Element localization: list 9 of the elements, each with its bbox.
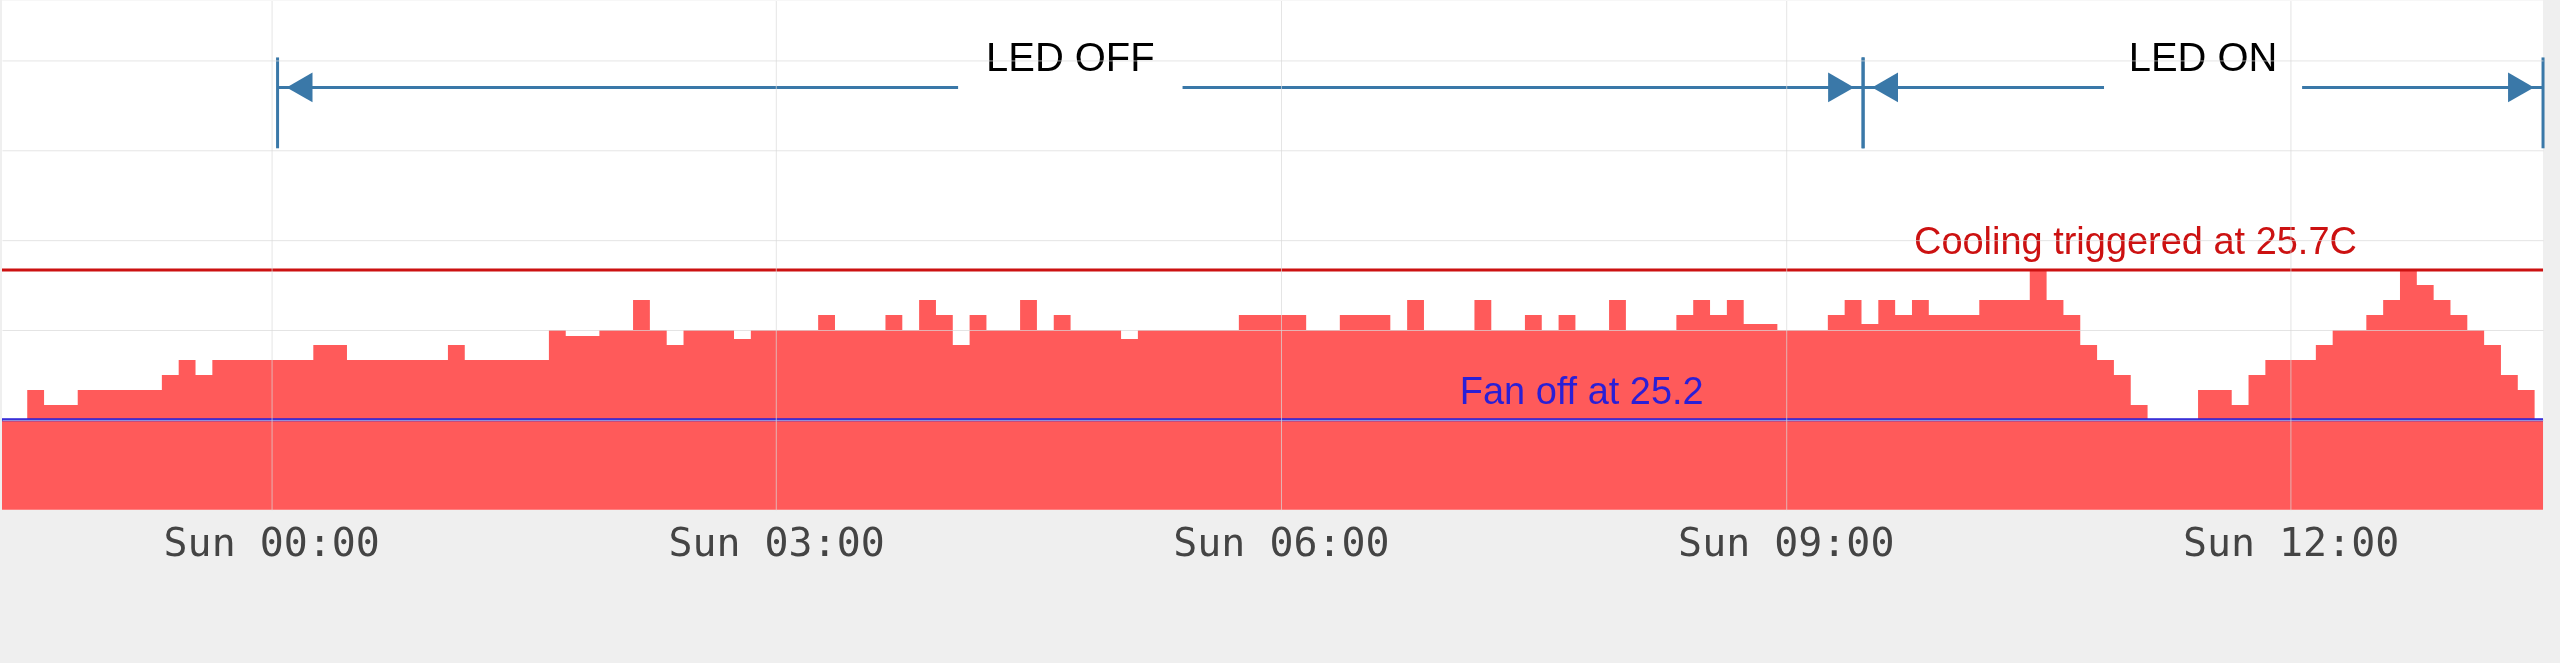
x-tick-label: Sun 09:00 bbox=[1678, 519, 1895, 566]
ref-line-label: Cooling triggered at 25.7C bbox=[1914, 220, 2357, 263]
annotation: LED OFF bbox=[986, 35, 1155, 80]
x-tick-label: Sun 03:00 bbox=[668, 519, 885, 566]
x-tick-label: Sun 06:00 bbox=[1173, 519, 1390, 566]
x-tick-label: Sun 12:00 bbox=[2182, 519, 2400, 566]
x-tick-label: Sun 00:00 bbox=[163, 519, 380, 566]
annotation: LED ON bbox=[2128, 35, 2278, 80]
ref-line-label: Fan off at 25.2 bbox=[1459, 369, 1704, 412]
